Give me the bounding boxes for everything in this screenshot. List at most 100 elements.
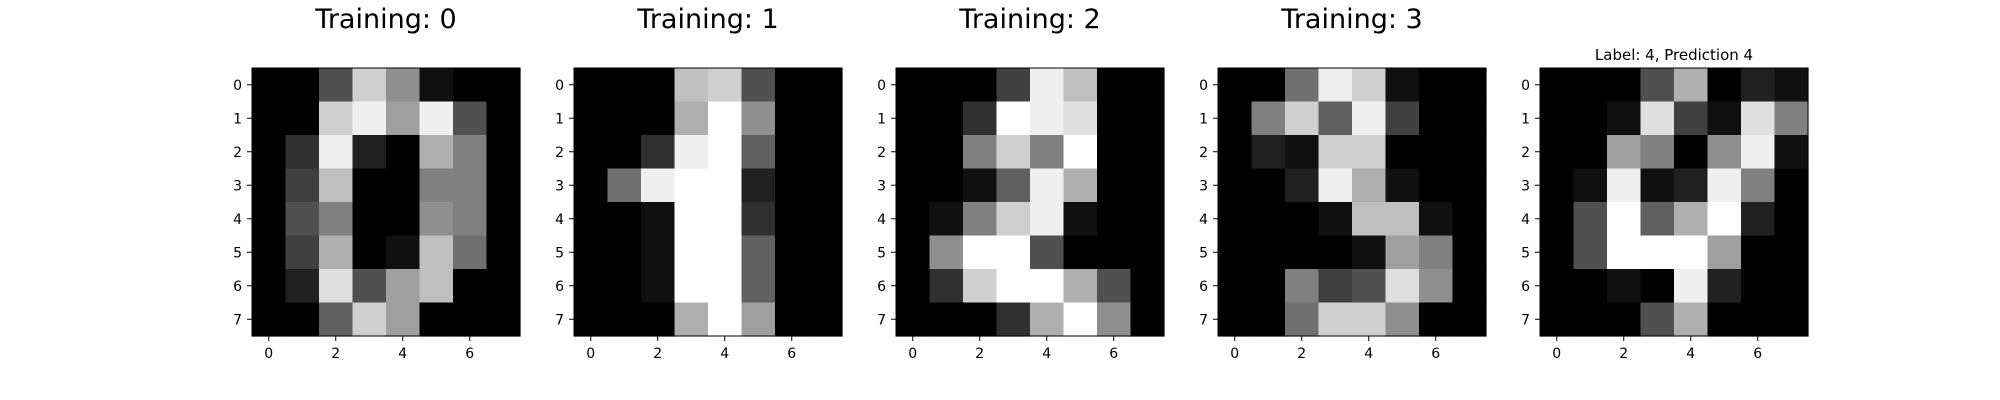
x-tick-label: 4 [1686, 346, 1695, 362]
y-tick-label: 7 [1521, 312, 1530, 328]
pixel-cell [674, 235, 709, 270]
pixel-cell [1540, 235, 1575, 270]
pixel-cell [641, 135, 676, 170]
pixel-cell [808, 202, 843, 237]
pixel-cell [1218, 68, 1253, 103]
pixel-cell [252, 202, 287, 237]
pixel-cell [1218, 168, 1253, 203]
pixel-cell [1218, 235, 1253, 270]
pixel-cell [1540, 68, 1575, 103]
pixel-cell [1640, 68, 1675, 103]
pixel-cell [1674, 269, 1709, 304]
y-tick-label: 6 [1199, 279, 1208, 295]
pixel-cell [1130, 101, 1165, 136]
y-tick-label: 0 [877, 78, 886, 94]
pixel-cell [963, 302, 998, 337]
pixel-cell [607, 101, 642, 136]
pixel-cell [1285, 101, 1320, 136]
pixel-cell [1640, 302, 1675, 337]
pixel-cell [1352, 101, 1387, 136]
pixel-cell [1419, 235, 1454, 270]
pixel-cell [1419, 269, 1454, 304]
pixel-cell [285, 68, 320, 103]
pixel-cell [1640, 269, 1675, 304]
pixel-cell [963, 135, 998, 170]
pixel-cell [708, 68, 743, 103]
pixel-cell [775, 302, 810, 337]
pixel-cell [1352, 269, 1387, 304]
x-tick-label: 6 [465, 346, 474, 362]
y-tick-label: 3 [233, 178, 242, 194]
pixel-cell [1030, 68, 1065, 103]
y-tick-label: 0 [1199, 78, 1208, 94]
axes-frame [251, 67, 521, 337]
pixel-cell [1674, 235, 1709, 270]
pixel-cell [741, 269, 776, 304]
pixel-cell [1573, 202, 1608, 237]
pixel-cell [1130, 235, 1165, 270]
pixel-cell [1130, 202, 1165, 237]
pixel-cell [1318, 235, 1353, 270]
pixel-cell [1251, 68, 1286, 103]
pixel-cell [453, 101, 488, 136]
pixel-cell [1030, 168, 1065, 203]
y-tick-label: 1 [555, 111, 564, 127]
pixel-cell [1774, 168, 1809, 203]
pixel-cell [419, 68, 454, 103]
pixel-cell [486, 302, 521, 337]
pixel-cell [741, 168, 776, 203]
y-tick-label: 5 [233, 245, 242, 261]
pixel-cell [674, 302, 709, 337]
pixel-cell [252, 235, 287, 270]
pixel-cell [453, 235, 488, 270]
pixel-cell [1251, 202, 1286, 237]
x-tick-label: 2 [1619, 346, 1628, 362]
pixel-cell [574, 68, 609, 103]
pixel-cell [1607, 168, 1642, 203]
x-tick-label: 2 [975, 346, 984, 362]
pixel-cell [1640, 101, 1675, 136]
pixel-cell [352, 269, 387, 304]
pixel-cell [1318, 101, 1353, 136]
pixel-cell [1318, 202, 1353, 237]
panel-3-title: Training: 3 [1280, 4, 1422, 35]
pixel-cell [252, 302, 287, 337]
pixel-cell [319, 135, 354, 170]
pixel-cell [453, 302, 488, 337]
y-tick-label: 1 [877, 111, 886, 127]
pixel-cell [1452, 235, 1487, 270]
pixel-cell [285, 302, 320, 337]
pixel-cell [386, 101, 421, 136]
pixel-cell [1063, 202, 1098, 237]
pixel-cell [1452, 302, 1487, 337]
pixel-cell [574, 235, 609, 270]
pixel-cell [1251, 302, 1286, 337]
pixel-cell [1130, 68, 1165, 103]
pixel-cell [607, 269, 642, 304]
pixel-cell [1573, 68, 1608, 103]
pixel-cell [352, 302, 387, 337]
y-tick-label: 2 [877, 145, 886, 161]
pixel-cell [1352, 235, 1387, 270]
pixel-cell [1063, 101, 1098, 136]
pixel-cell [1130, 135, 1165, 170]
pixel-cell [929, 202, 964, 237]
pixel-cell [996, 68, 1031, 103]
pixel-cell [741, 202, 776, 237]
pixel-cell [1097, 135, 1132, 170]
x-tick-label: 6 [1109, 346, 1118, 362]
pixel-cell [929, 269, 964, 304]
pixel-cell [1251, 168, 1286, 203]
pixel-cell [963, 269, 998, 304]
pixel-cell [1385, 269, 1420, 304]
pixel-cell [386, 302, 421, 337]
pixel-cell [1130, 168, 1165, 203]
pixel-cell [574, 101, 609, 136]
pixel-cell [1097, 168, 1132, 203]
pixel-cell [1607, 302, 1642, 337]
pixel-cell [1741, 101, 1776, 136]
pixel-cell [996, 269, 1031, 304]
pixel-cell [1774, 202, 1809, 237]
pixel-cell [641, 269, 676, 304]
